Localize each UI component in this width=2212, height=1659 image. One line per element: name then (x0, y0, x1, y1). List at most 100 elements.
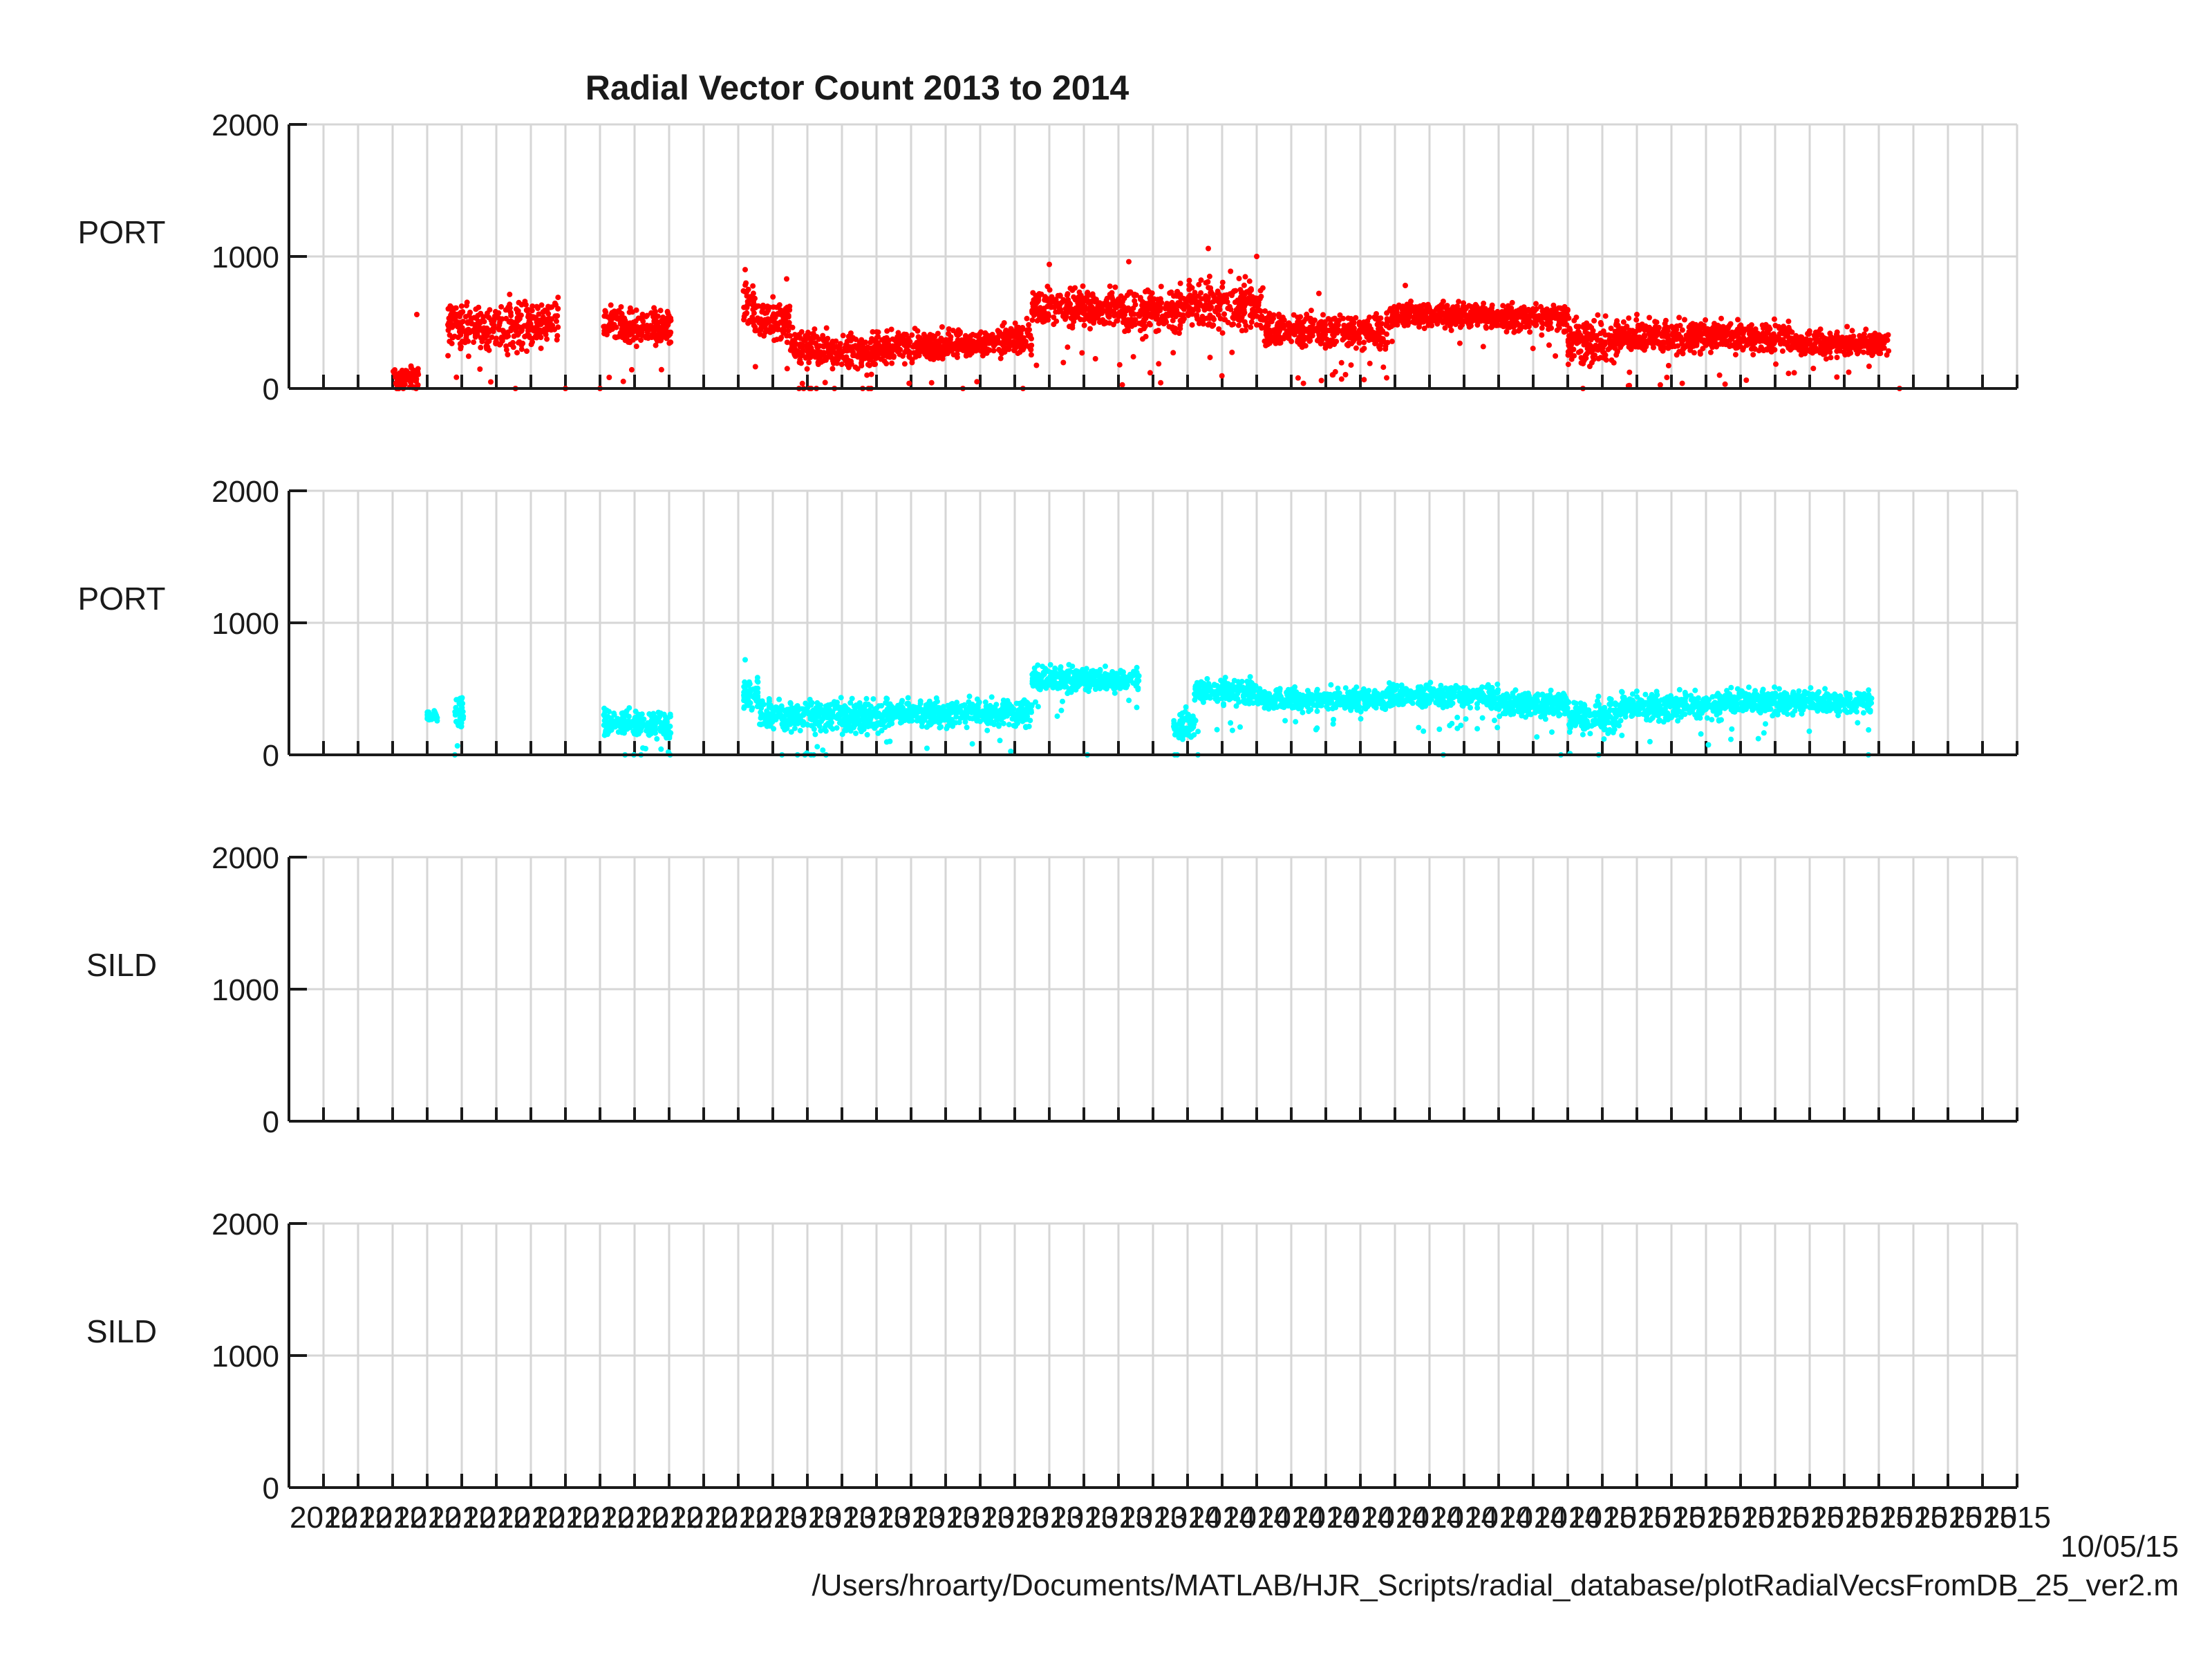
data-point (745, 702, 751, 709)
y-axis-label: PORT (78, 214, 166, 250)
data-point (1349, 325, 1355, 331)
data-point (458, 344, 464, 350)
data-point (1489, 312, 1495, 317)
data-point (1186, 277, 1192, 283)
data-point (1344, 341, 1350, 348)
data-point (1565, 348, 1571, 355)
data-point (914, 342, 920, 348)
data-point (454, 743, 460, 749)
data-point (863, 339, 869, 346)
data-point (1520, 306, 1526, 312)
data-point (870, 329, 876, 335)
data-point (1361, 377, 1367, 383)
data-point (939, 337, 946, 343)
data-point (1591, 332, 1597, 338)
data-point (1481, 300, 1487, 306)
data-point (1710, 325, 1716, 330)
data-point (507, 301, 513, 308)
data-point (1597, 337, 1604, 344)
data-point (939, 324, 945, 330)
data-point (1301, 319, 1306, 325)
y-tick-label: 0 (263, 373, 279, 406)
data-point (1636, 334, 1642, 340)
data-point (623, 726, 629, 732)
data-point (1195, 307, 1201, 313)
data-point (1320, 312, 1326, 318)
data-point (1588, 337, 1594, 343)
data-point (465, 338, 471, 344)
data-point (545, 310, 552, 317)
data-point (1421, 326, 1427, 331)
data-point (1263, 315, 1269, 321)
data-point (946, 326, 952, 332)
data-point (948, 334, 954, 340)
data-point (1687, 330, 1693, 336)
data-point (1671, 326, 1678, 332)
data-point (612, 724, 618, 730)
data-point (634, 724, 640, 729)
data-point (970, 338, 976, 344)
data-point (1124, 322, 1130, 328)
data-point (1316, 290, 1322, 297)
data-point (1315, 325, 1321, 331)
data-point (522, 299, 528, 305)
data-point (759, 309, 765, 315)
data-point (1248, 301, 1254, 307)
data-point (1657, 382, 1663, 388)
data-point (620, 378, 626, 384)
data-point (1089, 291, 1096, 297)
data-point (929, 354, 935, 360)
data-point (612, 315, 618, 321)
data-point (513, 328, 519, 335)
data-point (1028, 352, 1034, 358)
data-point (1219, 279, 1226, 285)
data-point (519, 327, 525, 333)
data-point (1020, 345, 1027, 351)
data-point (935, 330, 941, 337)
data-point (1521, 312, 1528, 318)
data-point (1633, 317, 1640, 323)
data-point (807, 355, 814, 360)
data-point (804, 366, 810, 372)
data-point (1389, 338, 1395, 344)
data-point (457, 313, 462, 319)
data-point (657, 326, 664, 332)
data-point (538, 302, 545, 308)
data-point (818, 351, 824, 357)
data-point (1380, 328, 1385, 334)
data-point (1773, 361, 1779, 367)
data-point (1006, 330, 1013, 336)
data-point (601, 324, 607, 330)
data-point (1730, 342, 1736, 348)
data-point (1065, 291, 1071, 297)
data-point (1718, 315, 1724, 321)
data-point (1299, 344, 1305, 350)
data-point (1618, 344, 1624, 350)
data-point (1416, 324, 1422, 330)
data-point (1803, 343, 1809, 349)
data-point (633, 307, 639, 313)
data-point (999, 350, 1005, 357)
data-point (871, 362, 877, 367)
data-point (1466, 324, 1472, 330)
data-point (535, 306, 541, 311)
data-point (1130, 354, 1136, 360)
data-point (1106, 312, 1112, 318)
data-point (1391, 317, 1396, 323)
data-point (1089, 315, 1095, 321)
data-point (531, 328, 537, 334)
data-point (638, 337, 644, 344)
data-point (928, 348, 935, 354)
data-point (1528, 310, 1534, 317)
data-point (524, 307, 530, 313)
data-point (606, 375, 612, 380)
data-point (1337, 312, 1343, 318)
data-point (657, 710, 664, 716)
data-point (1172, 310, 1179, 317)
data-point (1740, 330, 1746, 336)
data-point (1716, 372, 1723, 378)
data-point (1280, 321, 1286, 328)
data-point (814, 744, 821, 750)
data-point (784, 339, 790, 346)
data-point (1438, 301, 1445, 308)
